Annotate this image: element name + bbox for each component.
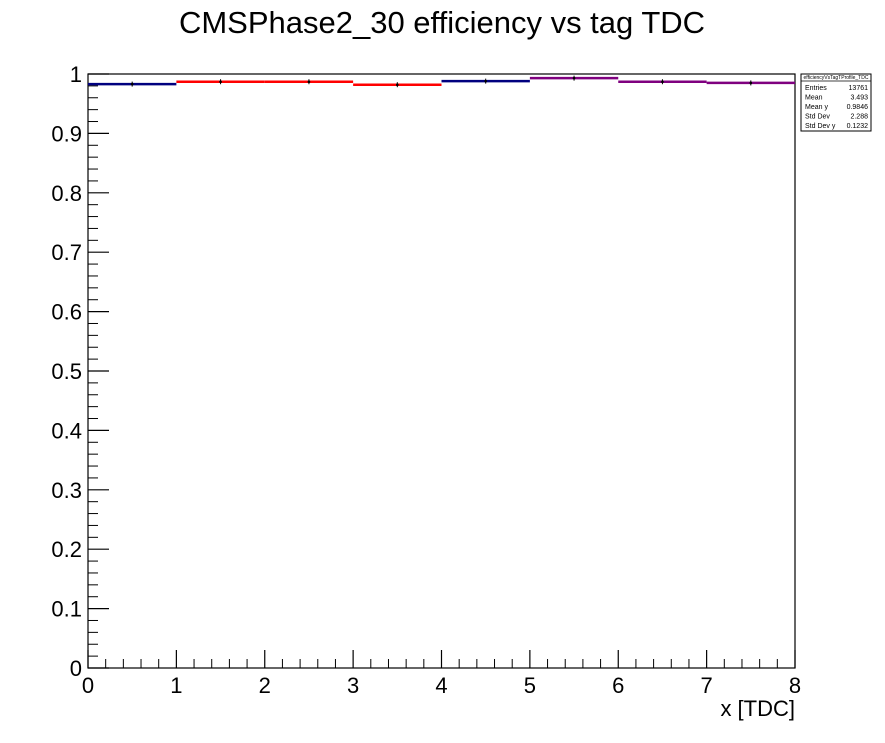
data-series: [88, 75, 795, 88]
bin-marker: [661, 80, 664, 84]
stats-value: 0.9846: [847, 104, 869, 111]
y-tick-label: 0.3: [51, 478, 82, 503]
y-tick-label: 0.4: [51, 418, 82, 443]
stats-label: Std Dev: [805, 114, 830, 121]
stats-value: 3.493: [850, 95, 868, 102]
x-tick-label: 8: [789, 673, 801, 698]
bin-marker: [130, 82, 134, 86]
y-tick-label: 0.5: [51, 359, 82, 384]
y-tick-label: 0.9: [51, 121, 82, 146]
stats-label: Std Dev y: [805, 123, 836, 130]
y-tick-label: 0.7: [51, 240, 82, 265]
stats-value: 0.1232: [847, 123, 869, 130]
y-tick-label: 0.8: [51, 181, 82, 206]
stats-box-title: efficiencyVsTagTProfile_TDC: [804, 75, 869, 81]
x-tick-label: 5: [524, 673, 536, 698]
plot-frame: [87, 73, 796, 669]
stats-box: efficiencyVsTagTProfile_TDC Entries 13761…: [800, 73, 872, 132]
bin-marker: [307, 80, 311, 84]
stats-value: 2.288: [850, 114, 868, 121]
x-axis: 0 1 2 3 4 5 6 7 8: [82, 650, 801, 698]
y-tick-label: 0.1: [51, 597, 82, 622]
y-tick-label: 0: [70, 656, 82, 681]
x-tick-label: 0: [82, 673, 94, 698]
stats-label: Mean y: [805, 104, 828, 111]
y-axis: 0 0.1 0.2 0.3 0.4 0.5 0.6 0.7 0.8 0.9 1: [51, 62, 109, 681]
stats-label: Mean: [805, 95, 823, 102]
x-tick-label: 7: [701, 673, 713, 698]
y-tick-label: 0.2: [51, 537, 82, 562]
bin-marker: [572, 76, 576, 80]
x-tick-label: 2: [259, 673, 271, 698]
x-tick-label: 1: [170, 673, 182, 698]
x-tick-label: 3: [347, 673, 359, 698]
bin-marker: [749, 81, 753, 85]
bin-marker: [484, 79, 487, 83]
bin-marker: [396, 83, 399, 86]
y-tick-label: 1: [70, 62, 82, 87]
chart-title: CMSPhase2_30 efficiency vs tag TDC: [179, 5, 705, 40]
x-tick-label: 6: [612, 673, 624, 698]
y-tick-label: 0.6: [51, 300, 82, 325]
stats-label: Entries: [805, 85, 827, 92]
bin-marker: [219, 80, 222, 84]
stats-value: 13761: [849, 85, 869, 92]
x-axis-label: x [TDC]: [720, 696, 795, 721]
x-tick-label: 4: [435, 673, 447, 698]
